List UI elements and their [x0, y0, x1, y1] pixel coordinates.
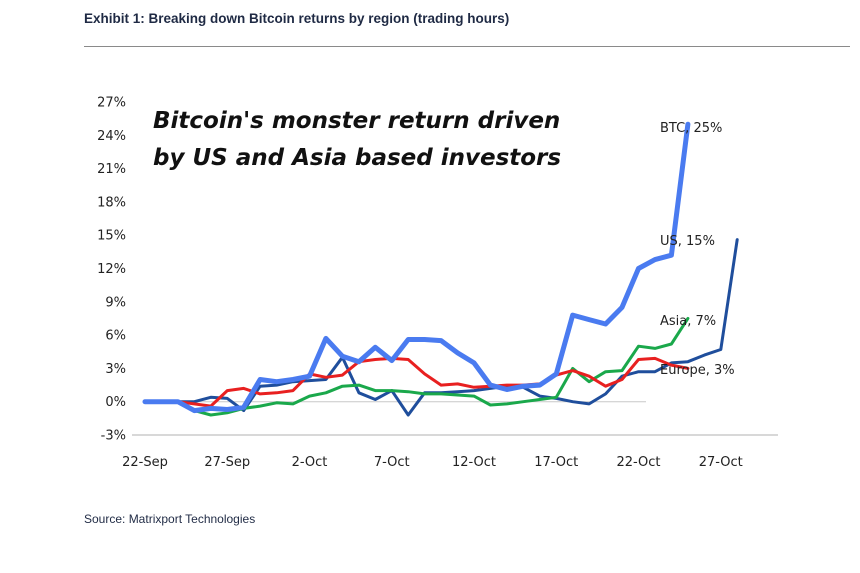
series-label-europe: Europe, 3% [660, 363, 735, 378]
y-tick-label: 9% [105, 295, 126, 310]
source-note: Source: Matrixport Technologies [84, 512, 256, 526]
series-line-europe [143, 356, 690, 408]
y-axis-tick-labels: -3% 0% 3% 6% 9% 12% 15% 18% 21% 24% 27% [97, 96, 126, 444]
annotation-line-2: by US and Asia based investors [153, 145, 561, 171]
y-tick-label: 0% [105, 395, 126, 410]
series-lines [142, 121, 739, 417]
x-tick-label: 27-Oct [699, 455, 743, 470]
y-tick-label: 6% [105, 329, 126, 344]
x-tick-label: 2-Oct [292, 455, 328, 470]
title-divider [84, 46, 850, 47]
y-tick-label: 27% [97, 96, 126, 111]
annotation-line-1: Bitcoin's monster return driven [153, 108, 560, 134]
x-tick-label: 27-Sep [204, 455, 250, 470]
series-label-us: US, 15% [660, 234, 715, 249]
x-tick-label: 12-Oct [452, 455, 496, 470]
y-tick-label: 12% [97, 262, 126, 277]
y-tick-label: 3% [105, 362, 126, 377]
x-axis-tick-labels: 22-Sep 27-Sep 2-Oct 7-Oct 12-Oct 17-Oct 22-Oct… [122, 455, 743, 470]
exhibit-title: Exhibit 1: Breaking down Bitcoin returns… [84, 11, 510, 26]
y-tick-label: 21% [97, 162, 126, 177]
y-tick-label: 18% [97, 195, 126, 210]
x-tick-label: 22-Sep [122, 455, 168, 470]
series-label-btc: BTC, 25% [660, 121, 722, 136]
x-tick-label: 7-Oct [374, 455, 410, 470]
y-tick-label: 15% [97, 229, 126, 244]
y-tick-label: 24% [97, 129, 126, 144]
x-tick-label: 17-Oct [534, 455, 578, 470]
series-label-asia: Asia, 7% [660, 314, 716, 329]
series-end-labels: BTC, 25% US, 15% Asia, 7% Europe, 3% [660, 121, 735, 378]
y-tick-label: -3% [101, 429, 126, 444]
series-line-btc [142, 121, 691, 414]
x-tick-label: 22-Oct [616, 455, 660, 470]
